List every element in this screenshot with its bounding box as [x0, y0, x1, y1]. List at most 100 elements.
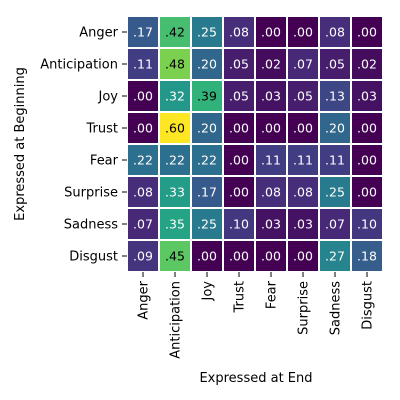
cell-value-label: .08 [325, 25, 345, 40]
y-tick-label: Anticipation [40, 58, 118, 73]
y-axis-title: Expressed at Beginning [13, 67, 28, 221]
x-axis-title: Expressed at End [199, 371, 312, 386]
cell-value-label: .00 [357, 25, 377, 40]
heatmap-cell [286, 175, 320, 209]
cell-value-label: .05 [325, 57, 345, 72]
y-tick-label: Surprise [64, 186, 118, 201]
y-tick-labels: Anger Anticipation Joy Trust Fear Surprise Sad… [40, 26, 127, 265]
cell-value-label: .45 [165, 249, 185, 264]
cell-value-label: .05 [229, 89, 249, 104]
cell-value-label: .25 [197, 25, 217, 40]
cell-value-label: .00 [261, 121, 281, 136]
cell-value-label: .07 [325, 217, 345, 232]
heatmap-cells: .17 .42 .25 .08 .00 .00 .08 .00 .11 .48 .20 .05 .02.… [126, 15, 384, 273]
cell-value-label: .03 [261, 89, 281, 104]
cell-value-label: .25 [197, 217, 217, 232]
cell-value-label: .03 [293, 217, 313, 232]
heatmap-cell [318, 79, 352, 113]
cell-value-label: .22 [197, 153, 217, 168]
cell-value-label: .08 [293, 185, 313, 200]
cell-value-label: .00 [229, 153, 249, 168]
cell-value-label: .02 [261, 57, 281, 72]
y-tick-label: Disgust [69, 250, 118, 265]
x-tick-label: Surprise [297, 281, 312, 335]
y-tick-label: Fear [90, 154, 119, 169]
y-tick-label: Sadness [64, 218, 118, 233]
cell-value-label: .10 [357, 217, 377, 232]
cell-value-label: .00 [229, 249, 249, 264]
x-tick-labels: Anger Anticipation Joy Trust Fear Surprise Sad… [137, 272, 376, 359]
cell-value-label: .17 [133, 25, 153, 40]
heatmap-cell [158, 47, 192, 81]
cell-value-label: .00 [197, 249, 217, 264]
cell-value-label: .00 [357, 153, 377, 168]
cell-value-label: .08 [229, 25, 249, 40]
cell-value-label: .11 [261, 153, 281, 168]
cell-value-label: .00 [357, 121, 377, 136]
cell-value-label: .27 [325, 249, 345, 264]
cell-value-label: .00 [293, 249, 313, 264]
cell-value-label: .07 [293, 57, 313, 72]
cell-value-label: .17 [197, 185, 217, 200]
heatmap-cell [350, 175, 384, 209]
cell-value-label: .02 [357, 57, 377, 72]
cell-value-label: .11 [325, 153, 345, 168]
x-tick-label: Trust [233, 281, 248, 313]
x-tick-label: Joy [201, 281, 216, 302]
heatmap-cell [190, 111, 224, 145]
cell-value-label: .09 [133, 249, 153, 264]
cell-value-label: .08 [261, 185, 281, 200]
heatmap-cell [158, 207, 192, 241]
cell-value-label: .03 [357, 89, 377, 104]
x-tick-label: Disgust [361, 281, 376, 330]
cell-value-label: .13 [325, 89, 345, 104]
heatmap-cell [254, 239, 288, 273]
cell-value-label: .11 [293, 153, 313, 168]
cell-value-label: .00 [229, 121, 249, 136]
x-tick-label: Anticipation [169, 281, 184, 359]
heatmap-cell [190, 79, 224, 113]
cell-value-label: .18 [357, 249, 377, 264]
cell-value-label: .05 [229, 57, 249, 72]
cell-value-label: .48 [165, 57, 185, 72]
cell-value-label: .00 [293, 121, 313, 136]
cell-value-label: .00 [261, 249, 281, 264]
heatmap-cell [350, 79, 384, 113]
heatmap-cell [318, 111, 352, 145]
y-tick-label: Anger [79, 26, 118, 41]
cell-value-label: .00 [261, 25, 281, 40]
cell-value-label: .10 [229, 217, 249, 232]
cell-value-label: .22 [133, 153, 153, 168]
heatmap-cell [350, 15, 384, 49]
cell-value-label: .00 [133, 121, 153, 136]
cell-value-label: .11 [133, 57, 153, 72]
cell-value-label: .22 [165, 153, 185, 168]
cell-value-label: .42 [165, 25, 185, 40]
cell-value-label: .03 [261, 217, 281, 232]
x-tick-label: Anger [137, 280, 152, 319]
heatmap-cell [350, 47, 384, 81]
cell-value-label: .32 [165, 89, 185, 104]
cell-value-label: .35 [165, 217, 185, 232]
x-tick-label: Fear [265, 280, 280, 309]
cell-value-label: .00 [229, 185, 249, 200]
y-tick-label: Trust [86, 122, 118, 137]
cell-value-label: .00 [357, 185, 377, 200]
heatmap-cell [350, 239, 384, 273]
cell-value-label: .00 [293, 25, 313, 40]
y-tick-label: Joy [98, 90, 119, 105]
heatmap-cell [350, 207, 384, 241]
cell-value-label: .07 [133, 217, 153, 232]
heatmap-cell [190, 207, 224, 241]
cell-value-label: .20 [325, 121, 345, 136]
heatmap-cell [222, 143, 256, 177]
cell-value-label: .39 [197, 89, 217, 104]
cell-value-label: .08 [133, 185, 153, 200]
cell-value-label: .05 [293, 89, 313, 104]
heatmap-cell [286, 207, 320, 241]
x-tick-label: Sadness [329, 281, 344, 335]
cell-value-label: .25 [325, 185, 345, 200]
cell-value-label: .20 [197, 121, 217, 136]
cell-value-label: .00 [133, 89, 153, 104]
